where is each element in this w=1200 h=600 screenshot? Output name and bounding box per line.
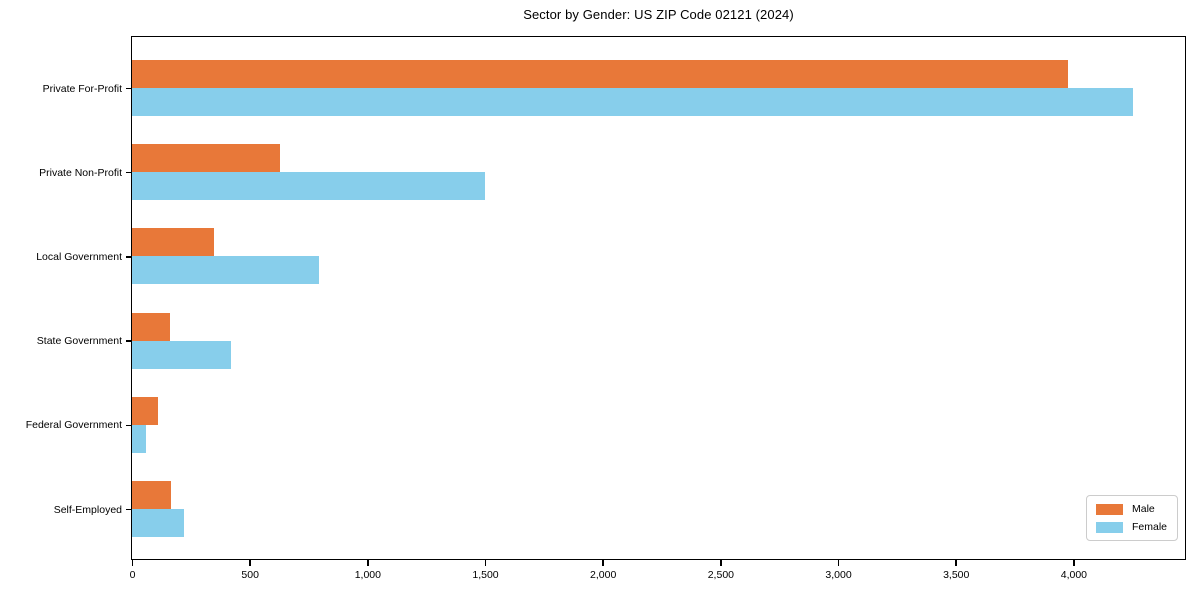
bar-male-self-employed [132,481,171,509]
legend-label-female: Female [1131,521,1167,533]
chart-title: Sector by Gender: US ZIP Code 02121 (202… [523,7,794,22]
bar-female-private-non-profit [132,172,485,201]
bar-female-local-government [132,256,320,285]
bar-female-private-for-profit [132,88,1134,116]
x-axis-tick-2,000 [602,560,604,566]
bar-female-self-employed [132,509,184,537]
plot-area: Male Female [131,36,1186,560]
x-axis-label-2,500: 2,500 [707,569,734,581]
bar-male-private-for-profit [132,60,1068,88]
x-axis-label-500: 500 [241,569,259,581]
category-label-private-non-profit: Private Non-Profit [39,166,122,179]
x-axis-tick-3,000 [837,560,840,566]
x-axis-label-0: 0 [129,569,136,581]
legend-label-male: Male [1131,503,1155,515]
category-label-local-government: Local Government [36,250,122,263]
x-axis-label-1,000: 1,000 [354,569,381,581]
legend-swatch-female [1095,521,1123,533]
x-axis-tick-4,000 [1073,560,1075,566]
x-axis-tick-1,000 [367,560,369,566]
y-axis-tick-private-non-profit [126,171,131,174]
x-axis-label-1,500: 1,500 [472,569,499,581]
x-axis-label-2,000: 2,000 [590,569,617,581]
category-label-federal-government: Federal Government [25,419,122,432]
x-axis-tick-1,500 [484,560,487,566]
category-label-state-government: State Government [36,335,122,348]
bar-male-local-government [132,228,215,257]
y-axis-tick-private-for-profit [126,87,131,90]
bar-male-private-non-profit [132,144,281,173]
x-axis-tick-500 [249,560,251,566]
x-axis-tick-0 [131,560,134,566]
x-axis-tick-3,500 [955,560,957,566]
legend-item-female: Female [1095,521,1167,533]
legend: Male Female [1085,495,1178,541]
category-label-self-employed: Self-Employed [53,503,122,516]
x-axis-label-4,000: 4,000 [1060,569,1088,581]
legend-item-male: Male [1095,503,1167,515]
x-axis-label-3,000: 3,000 [825,569,852,581]
x-axis-tick-2,500 [720,560,722,566]
bar-male-federal-government [132,396,158,425]
legend-swatch-male [1095,503,1123,515]
y-axis-tick-self-employed [126,508,131,511]
x-axis-label-3,500: 3,500 [943,569,970,581]
y-axis-tick-state-government [126,340,131,342]
bar-female-federal-government [132,424,147,453]
y-axis-tick-local-government [126,256,131,258]
category-label-private-for-profit: Private For-Profit [42,82,122,95]
bar-female-state-government [132,340,231,369]
bar-male-state-government [132,312,170,341]
y-axis-tick-federal-government [126,424,131,427]
